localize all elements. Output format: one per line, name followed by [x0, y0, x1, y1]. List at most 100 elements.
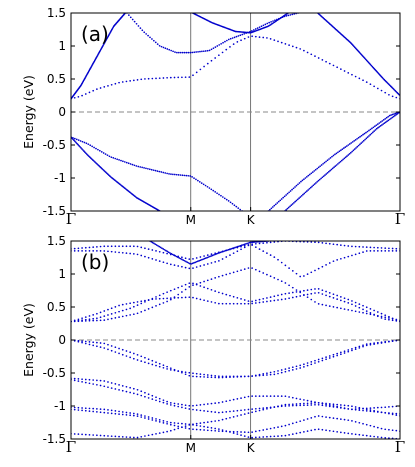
band-point [310, 53, 313, 56]
band-point [99, 316, 102, 319]
band-point [206, 300, 209, 302]
band-point [380, 250, 383, 252]
band-point [173, 254, 175, 256]
band-point [335, 152, 338, 155]
band-point [84, 381, 87, 384]
band-point [144, 435, 146, 437]
band-point [291, 45, 294, 48]
band-series-9 [71, 378, 400, 415]
band-point [262, 242, 265, 244]
band-point [166, 420, 168, 423]
band-point [96, 379, 98, 382]
band-point [258, 301, 261, 304]
band-point [92, 314, 95, 316]
band-point [273, 241, 276, 243]
band-point [354, 75, 357, 78]
band-point [128, 14, 130, 17]
band-point [210, 188, 213, 191]
band-point [359, 143, 361, 146]
band-point [334, 165, 337, 167]
band-point [195, 257, 198, 259]
band-point [107, 386, 109, 389]
band-point [340, 159, 343, 162]
band-point [262, 301, 265, 303]
band-point [158, 303, 161, 306]
band-point [81, 250, 83, 252]
band-point [314, 55, 316, 58]
band-point [362, 251, 364, 253]
band-point [332, 293, 335, 296]
band-point [173, 288, 176, 291]
band-point [195, 51, 197, 53]
band-point [291, 403, 294, 406]
band-point [305, 176, 308, 178]
band-point [214, 301, 217, 304]
band-point [288, 403, 290, 406]
band-point [262, 374, 265, 377]
band-point [336, 259, 339, 261]
band-point [359, 135, 361, 138]
band-point [254, 246, 257, 248]
band-point [325, 160, 327, 163]
band-point [314, 292, 316, 294]
band-point [310, 292, 313, 295]
band-point [270, 20, 272, 23]
band-point [325, 173, 328, 175]
band-point [384, 91, 387, 94]
band-point [247, 431, 250, 434]
band-point [388, 118, 391, 121]
band-point [214, 261, 217, 263]
band-point [203, 429, 205, 431]
band-point [132, 357, 135, 360]
band-point [384, 121, 387, 124]
band-point [129, 414, 131, 417]
band-point [328, 295, 331, 298]
band-point [289, 190, 292, 192]
band-point [82, 149, 84, 151]
band-point [147, 77, 150, 80]
band-point [240, 269, 242, 272]
band-point [288, 44, 290, 46]
band-point [229, 416, 231, 419]
band-point [77, 339, 80, 342]
band-point [235, 205, 238, 208]
band-point [166, 252, 168, 255]
band-point [307, 189, 309, 191]
band-point [229, 254, 231, 256]
band-point [137, 165, 140, 168]
band-point [92, 246, 95, 248]
band-point [155, 420, 157, 422]
band-point [346, 155, 348, 157]
band-point [262, 436, 265, 438]
band-point [388, 317, 390, 319]
band-point [223, 250, 226, 252]
band-point [147, 299, 150, 302]
band-point [91, 145, 93, 148]
band-point [391, 340, 394, 342]
band-series-11 [71, 408, 400, 434]
band-point [284, 405, 287, 407]
band-point [332, 403, 335, 406]
band-point [151, 258, 154, 260]
band-point [343, 300, 346, 303]
band-point [258, 298, 261, 301]
band-point [218, 193, 220, 196]
band-point [151, 363, 154, 366]
y-axis-label: Energy (eV) [21, 303, 36, 377]
band-point [158, 400, 161, 403]
band-point [332, 417, 335, 419]
band-point [88, 315, 91, 317]
band-series-12 [71, 423, 400, 439]
band-point [362, 434, 364, 437]
band-point [329, 169, 331, 172]
band-point [299, 196, 302, 198]
band-point [77, 378, 80, 380]
band-point [206, 254, 209, 256]
band-point [214, 420, 217, 422]
band-point [240, 375, 242, 378]
band-point [169, 297, 172, 299]
band-point [208, 187, 211, 189]
band-point [140, 78, 143, 81]
band-point [151, 394, 154, 397]
band-point [203, 425, 205, 428]
